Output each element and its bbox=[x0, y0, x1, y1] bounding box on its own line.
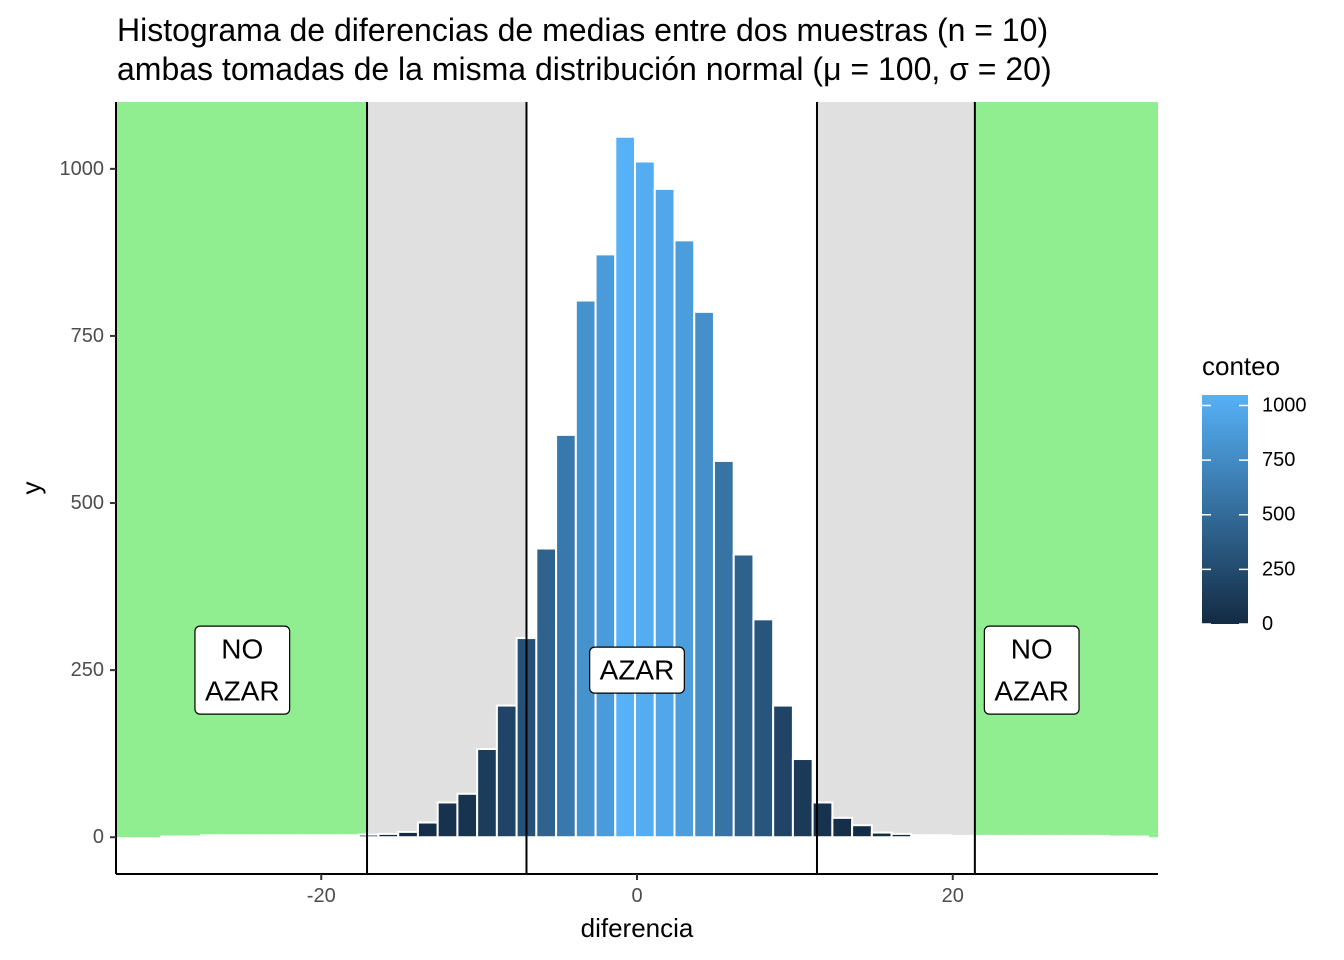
annotation-text: AZAR bbox=[205, 676, 280, 707]
histogram-bar bbox=[456, 792, 479, 839]
histogram-bar bbox=[259, 834, 281, 839]
histogram-bar bbox=[732, 553, 755, 839]
chart-title-line-2: ambas tomadas de la misma distribución n… bbox=[117, 51, 1052, 87]
x-tick-label: 0 bbox=[631, 885, 642, 907]
histogram-bar bbox=[1127, 835, 1150, 839]
x-axis-ticks: -20 0 20 bbox=[307, 874, 964, 907]
histogram-bar bbox=[969, 834, 992, 839]
histogram-bar bbox=[851, 824, 873, 839]
region-annotations: NO AZAR AZAR NO AZAR bbox=[194, 625, 1080, 715]
histogram-bar bbox=[495, 704, 518, 839]
region-band-3 bbox=[974, 102, 1158, 838]
legend-break-label: 250 bbox=[1262, 558, 1295, 580]
y-tick-label: 750 bbox=[71, 325, 104, 347]
histogram-bar bbox=[772, 704, 794, 839]
histogram-bar bbox=[436, 801, 459, 839]
histogram-bar bbox=[357, 833, 380, 839]
chart-title-line-1: Histograma de diferencias de medias entr… bbox=[117, 12, 1048, 48]
annotation-box bbox=[983, 625, 1080, 715]
annotation-label-2: NO AZAR bbox=[983, 625, 1080, 715]
histogram-bar bbox=[318, 834, 341, 839]
histogram-bar bbox=[870, 831, 893, 839]
annotation-box bbox=[194, 625, 291, 715]
histogram-bar bbox=[791, 758, 814, 839]
histogram-bar bbox=[239, 834, 262, 839]
histogram-bar bbox=[1028, 834, 1051, 839]
y-axis-title: y bbox=[16, 482, 46, 495]
histogram-bar bbox=[338, 834, 360, 839]
annotation-label-1: AZAR bbox=[589, 646, 685, 694]
histogram-bar bbox=[555, 433, 577, 839]
region-band-0 bbox=[116, 102, 368, 838]
y-tick-label: 0 bbox=[93, 826, 104, 848]
histogram-bar bbox=[199, 834, 222, 839]
histogram-bar bbox=[910, 834, 933, 839]
color-legend: conteo 0 250 500 750 1000 bbox=[1202, 351, 1307, 635]
y-axis-ticks: 0 250 500 750 1000 bbox=[60, 158, 116, 848]
histogram-bar bbox=[1107, 835, 1130, 839]
histogram-bar bbox=[930, 834, 952, 839]
annotation-text: AZAR bbox=[600, 655, 675, 686]
histogram-bar bbox=[298, 834, 321, 839]
histogram-bar bbox=[653, 187, 676, 839]
legend-break-label: 0 bbox=[1262, 613, 1273, 635]
histogram-bar bbox=[416, 821, 439, 839]
histogram-bar bbox=[673, 239, 696, 839]
y-tick-label: 1000 bbox=[60, 158, 105, 180]
histogram-bar bbox=[890, 832, 913, 839]
x-tick-label: 20 bbox=[942, 885, 964, 907]
legend-break-label: 1000 bbox=[1262, 394, 1307, 416]
histogram-bar bbox=[594, 253, 617, 839]
histogram-bar bbox=[535, 547, 558, 839]
histogram-bar bbox=[634, 160, 656, 839]
legend-ticks: 0 250 500 750 1000 bbox=[1202, 394, 1307, 635]
histogram-bar bbox=[989, 834, 1011, 839]
legend-break-label: 500 bbox=[1262, 504, 1295, 526]
histogram-bar bbox=[160, 835, 183, 839]
histogram-bar bbox=[219, 834, 242, 839]
histogram-bar bbox=[476, 748, 498, 839]
legend-colorbar bbox=[1202, 395, 1248, 624]
histogram-bar bbox=[1068, 834, 1090, 839]
annotation-box bbox=[589, 646, 685, 694]
y-tick-label: 250 bbox=[71, 659, 104, 681]
histogram-bar bbox=[831, 816, 854, 839]
threshold-lines bbox=[366, 102, 976, 874]
legend-break-label: 750 bbox=[1262, 449, 1295, 471]
histogram-bar bbox=[574, 299, 597, 839]
histogram-bar bbox=[278, 834, 301, 839]
x-axis-title: diferencia bbox=[581, 913, 694, 943]
x-tick-label: -20 bbox=[307, 885, 336, 907]
histogram-bar bbox=[1048, 834, 1071, 839]
annotation-text: NO bbox=[221, 634, 263, 665]
legend-title: conteo bbox=[1202, 351, 1280, 381]
histogram-bar bbox=[614, 135, 637, 839]
annotation-text: AZAR bbox=[994, 676, 1069, 707]
histogram-bar bbox=[1008, 834, 1031, 839]
histogram-bar bbox=[949, 834, 972, 839]
y-tick-label: 500 bbox=[71, 492, 104, 514]
histogram-bar bbox=[377, 832, 400, 839]
histogram-bar bbox=[397, 830, 419, 839]
histogram-bar bbox=[180, 835, 202, 839]
annotation-label-0: NO AZAR bbox=[194, 625, 291, 715]
region-band-2 bbox=[816, 102, 975, 838]
histogram-bar bbox=[1087, 834, 1110, 839]
histogram-bar bbox=[752, 618, 775, 839]
histogram-bar bbox=[712, 459, 735, 839]
histogram-bar bbox=[693, 310, 715, 839]
annotation-text: NO bbox=[1011, 634, 1053, 665]
histogram-bar bbox=[811, 801, 834, 839]
